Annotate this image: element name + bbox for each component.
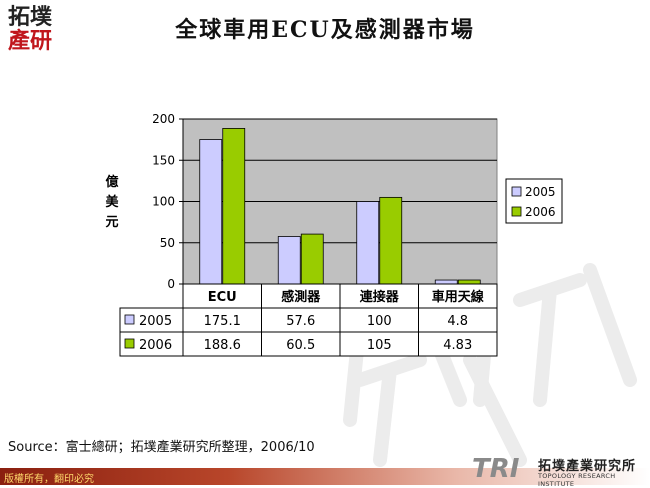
table-legend-key: [124, 338, 135, 349]
bar-2006-1: [300, 233, 324, 285]
bar-2006-3: [457, 279, 481, 285]
brand-subtitle: TOPOLOGY RESEARCH INSTITUTE: [538, 472, 616, 488]
bar-2005-2: [356, 201, 380, 285]
x-tick-label: 車用天線: [432, 289, 485, 305]
bar-2006-0: [222, 128, 246, 285]
legend-label: 2005: [525, 185, 556, 199]
x-tick-label: 感測器: [281, 289, 321, 305]
y-tick-label: 0: [167, 277, 175, 291]
footer-bar: [0, 468, 650, 485]
data-label: 4.83: [443, 338, 472, 353]
bar-2005-0: [199, 139, 223, 285]
copyright-text: 版權所有，翻印必究: [4, 474, 94, 485]
data-label: 175.1: [204, 314, 241, 329]
y-axis-label: 億: [105, 174, 118, 190]
data-label: 105: [367, 338, 392, 353]
page-title: 全球車用ECU及感測器市場: [175, 17, 475, 43]
y-tick-label: 50: [160, 236, 175, 250]
data-label: 4.8: [447, 314, 468, 329]
tri-logo-icon: TRI: [472, 454, 520, 482]
tri-brand-mark: TRI: [472, 454, 520, 482]
y-tick-label: 200: [152, 112, 175, 126]
data-label: 100: [367, 314, 392, 329]
source-note: Source：富士總研；拓墣產業研究所整理，2006/10: [8, 440, 315, 455]
bar-2006-2: [379, 196, 403, 285]
data-label: 60.5: [286, 338, 315, 353]
brand-name: 拓墣產業研究所: [538, 459, 637, 474]
bar-2005-3: [434, 279, 458, 285]
table-series-name: 2006: [139, 338, 172, 353]
y-axis-label: 元: [105, 215, 118, 230]
y-axis-label: 美: [105, 194, 119, 210]
table-series-name: 2005: [139, 314, 172, 329]
legend-key-2006: [511, 206, 522, 217]
legend-label: 2006: [525, 205, 556, 219]
x-tick-label: 連接器: [360, 289, 400, 305]
x-tick-label: ECU: [208, 290, 237, 305]
logo-top-text: 拓墣: [8, 4, 53, 30]
company-logo: 拓墣 產研: [4, 4, 66, 56]
y-tick-label: 100: [152, 195, 175, 209]
data-label: 188.6: [204, 338, 241, 353]
logo-bottom-text: 產研: [8, 28, 53, 54]
data-label: 57.6: [286, 314, 315, 329]
bar-2005-1: [277, 236, 301, 285]
y-tick-label: 150: [152, 153, 175, 167]
table-legend-key: [124, 314, 135, 325]
legend-key-2005: [511, 186, 522, 197]
